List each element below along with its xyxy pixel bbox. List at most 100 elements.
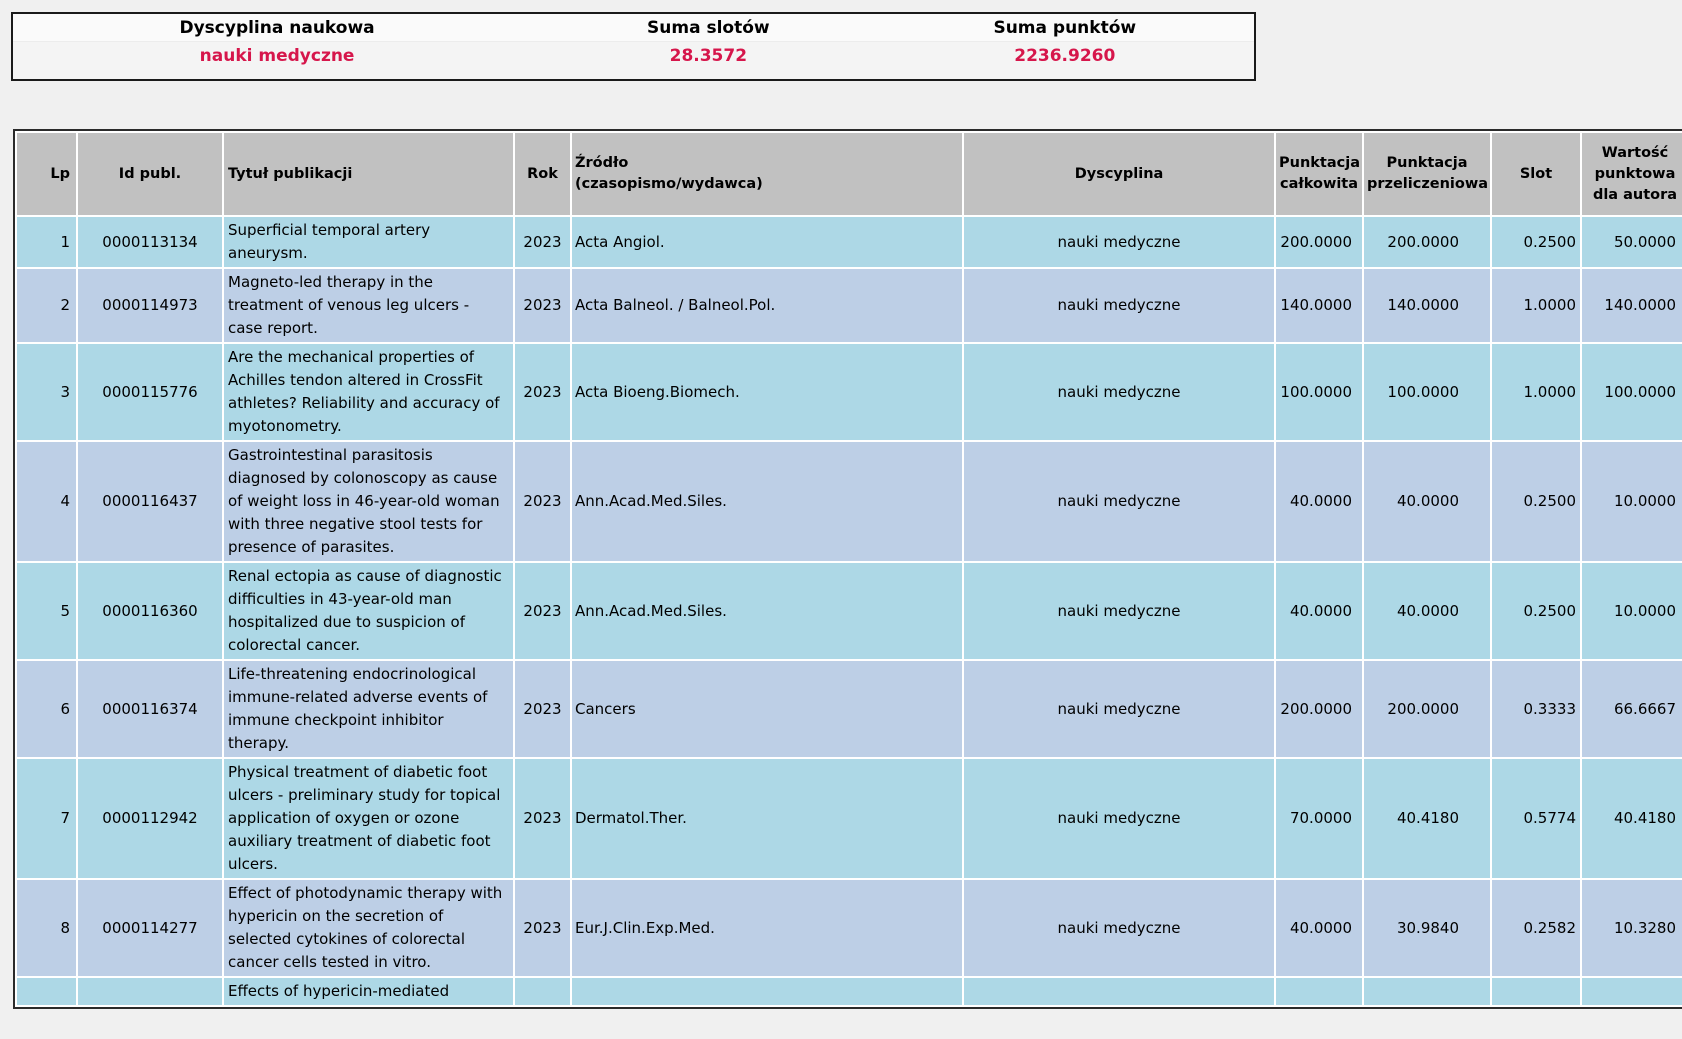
cell-title: Magneto-led therapy in the treatment of … <box>224 269 513 342</box>
summary-header-row: Dyscyplina naukowa Suma slotów Suma punk… <box>12 13 1255 42</box>
cell-lp: 2 <box>17 269 76 342</box>
table-row: 5 0000116360 Renal ectopia as cause of dia… <box>17 563 1682 659</box>
cell-pts-author: 10.0000 <box>1582 442 1682 561</box>
cell-pts-author: 140.0000 <box>1582 269 1682 342</box>
cell-source: Ann.Acad.Med.Siles. <box>572 442 962 561</box>
cell-source: Acta Angiol. <box>572 217 962 267</box>
cell-slot <box>1492 978 1580 1005</box>
cell-discipline: nauki medyczne <box>964 563 1274 659</box>
cell-title: Gastrointestinal parasitosis diagnosed b… <box>224 442 513 561</box>
cell-year: 2023 <box>515 442 570 561</box>
cell-pts-conv: 40.0000 <box>1364 442 1490 561</box>
cell-id <box>78 978 222 1005</box>
column-header-pts-conv: Punktacja przeliczeniowa <box>1364 133 1490 215</box>
cell-title: Effect of photodynamic therapy with hype… <box>224 880 513 976</box>
summary-value-suma-slotow: 28.3572 <box>541 41 876 80</box>
cell-pts-total: 40.0000 <box>1276 442 1362 561</box>
cell-pts-total: 40.0000 <box>1276 880 1362 976</box>
cell-title: Effects of hypericin-mediated <box>224 978 513 1005</box>
cell-pts-author: 10.0000 <box>1582 563 1682 659</box>
cell-source: Dermatol.Ther. <box>572 759 962 878</box>
cell-year: 2023 <box>515 759 570 878</box>
cell-source: Ann.Acad.Med.Siles. <box>572 563 962 659</box>
column-header-title: Tytuł publikacji <box>224 133 513 215</box>
cell-pts-total: 140.0000 <box>1276 269 1362 342</box>
cell-discipline: nauki medyczne <box>964 217 1274 267</box>
cell-pts-conv: 30.9840 <box>1364 880 1490 976</box>
cell-pts-author: 100.0000 <box>1582 344 1682 440</box>
cell-pts-conv: 200.0000 <box>1364 661 1490 757</box>
cell-title: Physical treatment of diabetic foot ulce… <box>224 759 513 878</box>
cell-slot: 0.5774 <box>1492 759 1580 878</box>
cell-slot: 0.3333 <box>1492 661 1580 757</box>
cell-title: Renal ectopia as cause of diagnostic dif… <box>224 563 513 659</box>
cell-source: Acta Bioeng.Biomech. <box>572 344 962 440</box>
cell-slot: 1.0000 <box>1492 269 1580 342</box>
cell-slot: 1.0000 <box>1492 344 1580 440</box>
table-row: 8 0000114277 Effect of photodynamic therap… <box>17 880 1682 976</box>
cell-pts-author: 10.3280 <box>1582 880 1682 976</box>
cell-pts-total: 40.0000 <box>1276 563 1362 659</box>
cell-id: 0000114973 <box>78 269 222 342</box>
cell-id: 0000115776 <box>78 344 222 440</box>
cell-slot: 0.2582 <box>1492 880 1580 976</box>
cell-id: 0000116374 <box>78 661 222 757</box>
summary-table: Dyscyplina naukowa Suma slotów Suma punk… <box>11 12 1256 81</box>
cell-pts-total: 200.0000 <box>1276 661 1362 757</box>
cell-discipline <box>964 978 1274 1005</box>
cell-title: Are the mechanical properties of Achille… <box>224 344 513 440</box>
cell-slot: 0.2500 <box>1492 563 1580 659</box>
table-row: 6 0000116374 Life-threatening endocrinolog… <box>17 661 1682 757</box>
cell-source <box>572 978 962 1005</box>
cell-pts-conv: 200.0000 <box>1364 217 1490 267</box>
cell-id: 0000116437 <box>78 442 222 561</box>
cell-pts-author: 40.4180 <box>1582 759 1682 878</box>
cell-discipline: nauki medyczne <box>964 880 1274 976</box>
cell-source: Acta Balneol. / Balneol.Pol. <box>572 269 962 342</box>
cell-year: 2023 <box>515 269 570 342</box>
summary-header-suma-punktow: Suma punktów <box>875 13 1255 42</box>
cell-year: 2023 <box>515 563 570 659</box>
publications-table: Lp Id publ. Tytuł publikacji Rok Źródło (czas… <box>13 129 1682 1009</box>
column-header-discipline: Dyscyplina <box>964 133 1274 215</box>
column-header-year: Rok <box>515 133 570 215</box>
cell-year: 2023 <box>515 344 570 440</box>
cell-discipline: nauki medyczne <box>964 269 1274 342</box>
cell-id: 0000114277 <box>78 880 222 976</box>
cell-pts-total: 70.0000 <box>1276 759 1362 878</box>
table-row: 3 0000115776 Are the mechanical properties… <box>17 344 1682 440</box>
cell-source: Cancers <box>572 661 962 757</box>
cell-title: Superficial temporal artery aneurysm. <box>224 217 513 267</box>
cell-discipline: nauki medyczne <box>964 442 1274 561</box>
cell-pts-total: 200.0000 <box>1276 217 1362 267</box>
cell-slot: 0.2500 <box>1492 217 1580 267</box>
cell-lp: 8 <box>17 880 76 976</box>
cell-lp: 6 <box>17 661 76 757</box>
cell-pts-conv: 40.0000 <box>1364 563 1490 659</box>
cell-pts-conv <box>1364 978 1490 1005</box>
cell-discipline: nauki medyczne <box>964 344 1274 440</box>
summary-header-dyscyplina-naukowa: Dyscyplina naukowa <box>12 13 542 42</box>
cell-pts-author <box>1582 978 1682 1005</box>
cell-pts-author: 66.6667 <box>1582 661 1682 757</box>
cell-year: 2023 <box>515 661 570 757</box>
table-row: Effects of hypericin-mediated <box>17 978 1682 1005</box>
cell-id: 0000112942 <box>78 759 222 878</box>
cell-year: 2023 <box>515 217 570 267</box>
cell-discipline: nauki medyczne <box>964 661 1274 757</box>
cell-pts-conv: 100.0000 <box>1364 344 1490 440</box>
cell-year <box>515 978 570 1005</box>
cell-lp: 7 <box>17 759 76 878</box>
cell-pts-total: 100.0000 <box>1276 344 1362 440</box>
column-header-id: Id publ. <box>78 133 222 215</box>
table-row: 7 0000112942 Physical treatment of diabeti… <box>17 759 1682 878</box>
column-header-lp: Lp <box>17 133 76 215</box>
cell-source: Eur.J.Clin.Exp.Med. <box>572 880 962 976</box>
table-row: 2 0000114973 Magneto-led therapy in the tr… <box>17 269 1682 342</box>
table-row: 1 0000113134 Superficial temporal artery a… <box>17 217 1682 267</box>
column-header-slot: Slot <box>1492 133 1580 215</box>
cell-discipline: nauki medyczne <box>964 759 1274 878</box>
cell-title: Life-threatening endocrinological immune… <box>224 661 513 757</box>
cell-lp: 4 <box>17 442 76 561</box>
publications-header-row: Lp Id publ. Tytuł publikacji Rok Źródło (czas… <box>17 133 1682 215</box>
